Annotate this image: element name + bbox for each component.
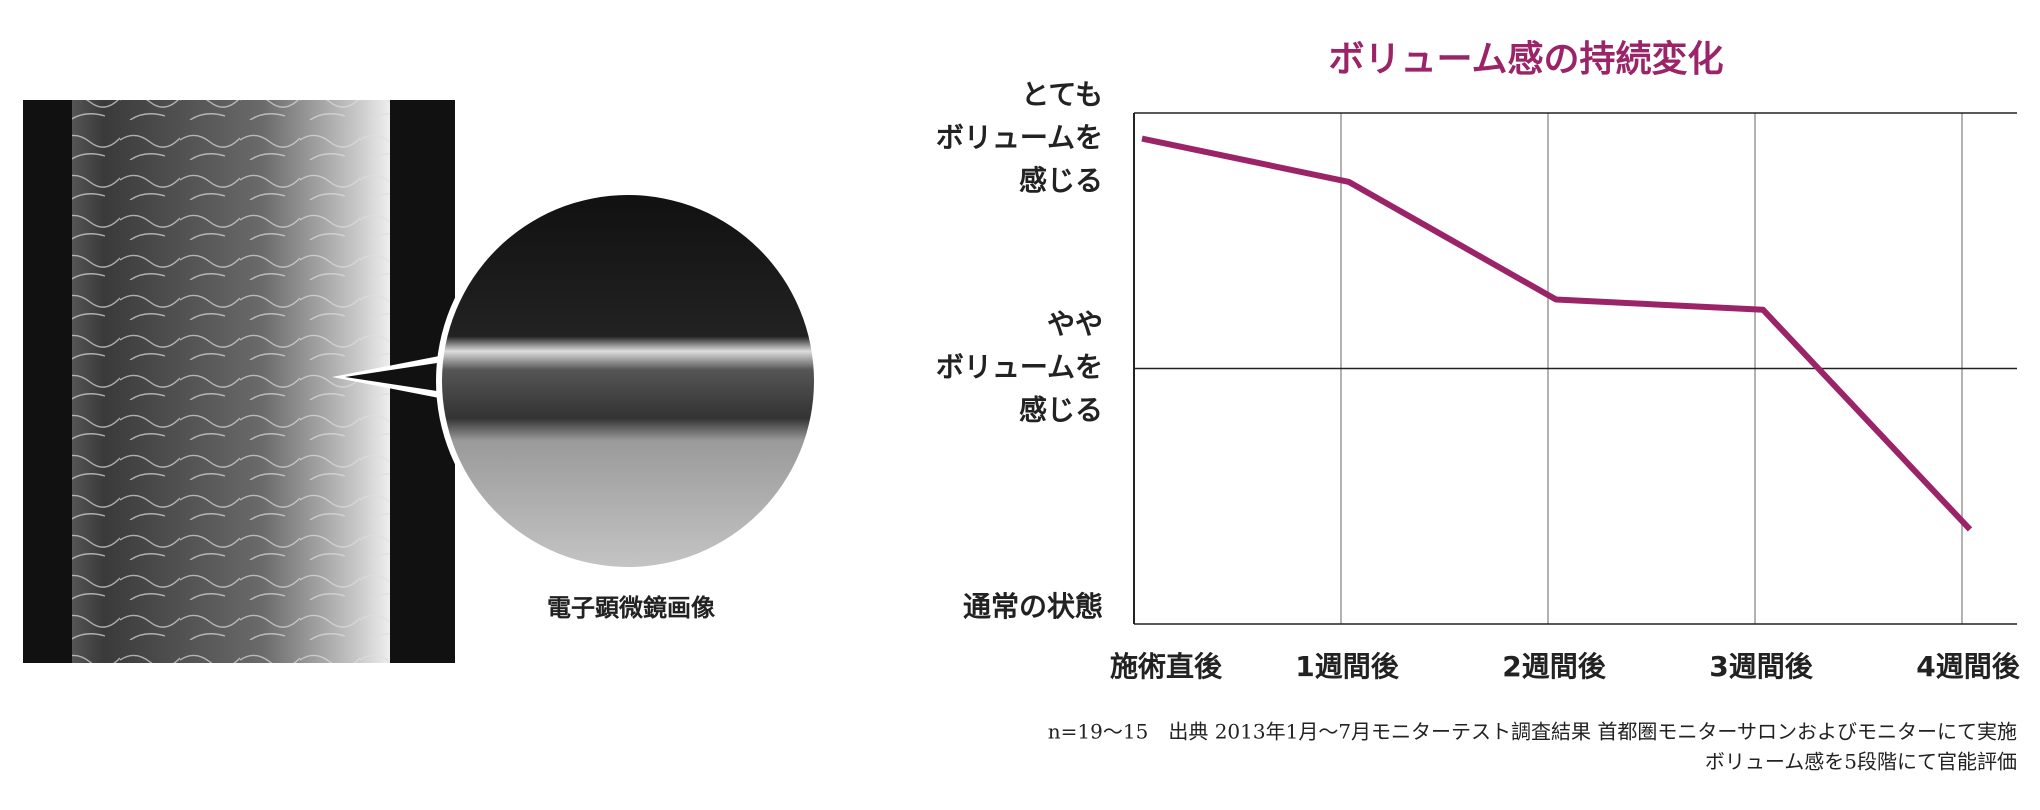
x-tick-label: 2週間後 xyxy=(1502,650,1606,683)
y-tick-label: 通常の状態 xyxy=(963,590,1103,623)
x-tick-label: 3週間後 xyxy=(1709,650,1813,683)
y-tick-label: とても xyxy=(1021,78,1103,111)
line xyxy=(1141,135,1973,532)
y-tick-label: やや xyxy=(1047,308,1103,341)
footnote: ボリューム感を5段階にて官能評価 xyxy=(1705,750,2017,774)
y-tick-label: ボリュームを xyxy=(936,121,1103,154)
footnote: n=19〜15 出典 2013年1月〜7月モニターテスト調査結果 首都圏モニター… xyxy=(1048,720,2017,744)
y-tick-label: 感じる xyxy=(1019,394,1103,427)
y-tick-label: ボリュームを xyxy=(936,351,1103,384)
microscope-image xyxy=(23,100,820,663)
y-tick-label: 感じる xyxy=(1019,164,1103,197)
x-tick-label: 4週間後 xyxy=(1916,650,2020,683)
x-tick-label: 1週間後 xyxy=(1295,650,1399,683)
chart-title: ボリューム感の持続変化 xyxy=(1329,38,1724,80)
x-tick-label: 施術直後 xyxy=(1110,650,1223,683)
image-caption: 電子顕微鏡画像 xyxy=(547,594,716,622)
